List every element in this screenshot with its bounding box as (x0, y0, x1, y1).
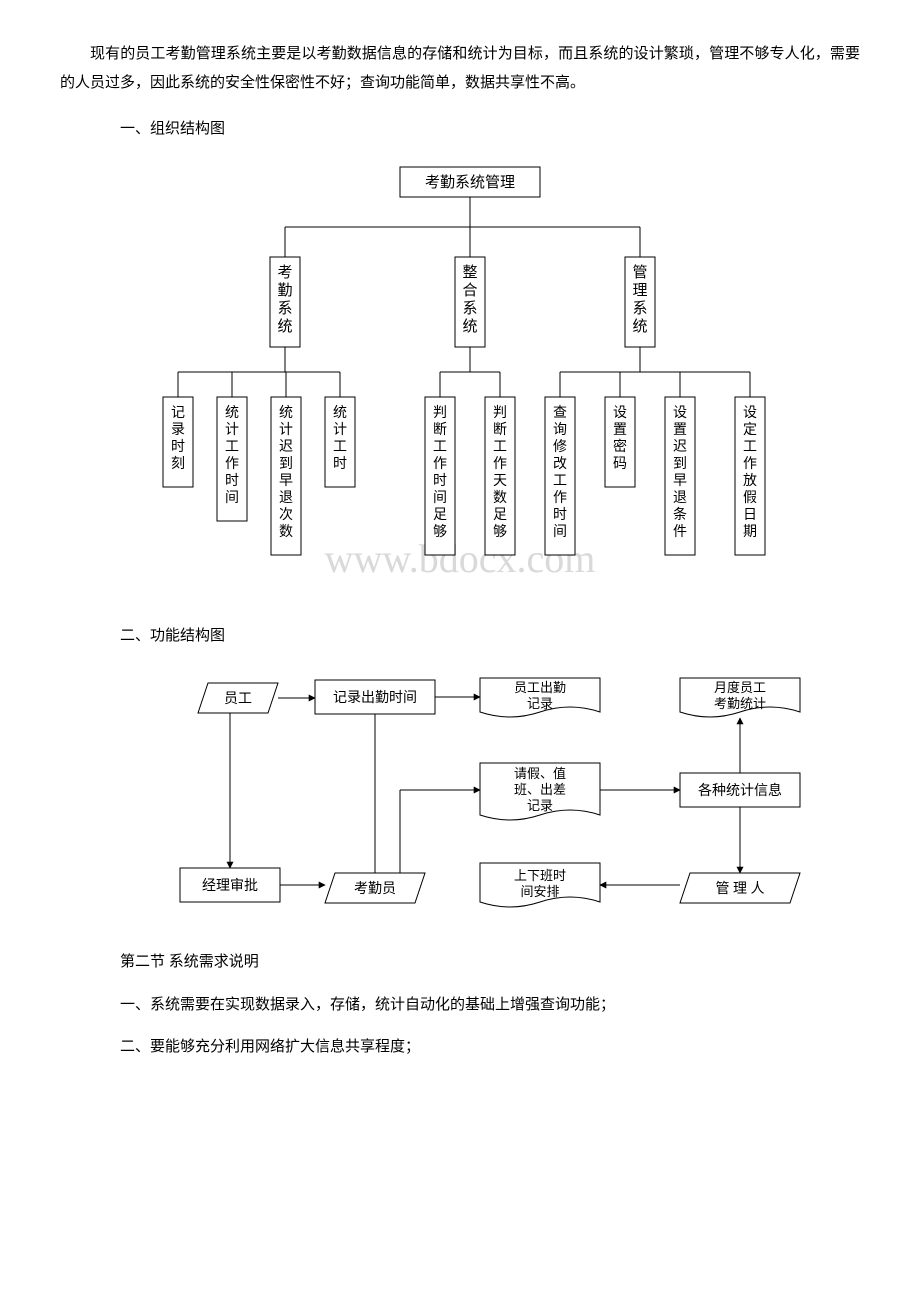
requirement-1: 一、系统需要在实现数据录入，存储，统计自动化的基础上增强查询功能； (120, 991, 860, 1020)
org-leaf-3: 统计工时 (325, 397, 355, 487)
flow-chart-diagram: 员工 记录出勤时间 员工出勤 记录 月度员工 考勤统计 请假、值 班、出差 记录… (60, 668, 860, 928)
svg-text:请假、值: 请假、值 (514, 766, 566, 781)
section-2-title: 第二节 系统需求说明 (120, 948, 860, 977)
svg-text:考勤员: 考勤员 (354, 881, 396, 897)
svg-text:记录出勤时间: 记录出勤时间 (333, 690, 417, 706)
org-mid-0: 考勤系统 (270, 257, 300, 347)
org-chart-diagram: www.bdocx.com 考勤系统管理 考勤系统 整合系统 管理系统 记录时刻 (60, 162, 860, 602)
requirement-2: 二、要能够充分利用网络扩大信息共享程度； (120, 1033, 860, 1062)
svg-text:经理审批: 经理审批 (202, 878, 258, 894)
svg-text:班、出差: 班、出差 (514, 782, 566, 797)
org-leaf-4: 判断工作时间足够 (425, 397, 455, 555)
org-leaf-0: 记录时刻 (163, 397, 193, 487)
svg-text:员工: 员工 (224, 692, 252, 707)
svg-text:间安排: 间安排 (520, 884, 559, 899)
svg-text:考勤统计: 考勤统计 (714, 696, 766, 711)
org-root-label: 考勤系统管理 (425, 174, 515, 191)
org-leaf-7: 设置密码 (605, 397, 635, 487)
svg-text:记录: 记录 (527, 798, 553, 813)
svg-text:月度员工: 月度员工 (714, 680, 766, 695)
svg-text:各种统计信息: 各种统计信息 (698, 782, 782, 799)
org-leaf-6: 查询修改工作时间 (545, 397, 575, 555)
heading-org-chart: 一、组织结构图 (120, 115, 860, 144)
svg-text:员工出勤: 员工出勤 (514, 680, 566, 695)
org-leaf-2: 统计迟到早退次数 (271, 397, 301, 555)
org-leaf-1: 统计工作时间 (217, 397, 247, 521)
svg-text:管 理 人: 管 理 人 (716, 881, 765, 897)
org-leaf-8: 设置迟到早退条件 (665, 397, 695, 555)
heading-func-chart: 二、功能结构图 (120, 622, 860, 651)
org-leaf-9: 设定工作放假日期 (735, 397, 765, 555)
svg-text:上下班时: 上下班时 (514, 868, 566, 883)
org-leaf-5: 判断工作天数足够 (485, 397, 515, 555)
intro-paragraph: 现有的员工考勤管理系统主要是以考勤数据信息的存储和统计为目标，而且系统的设计繁琐… (60, 40, 860, 97)
org-mid-2: 管理系统 (625, 257, 655, 347)
org-mid-1: 整合系统 (455, 257, 485, 347)
svg-text:记录: 记录 (527, 696, 553, 711)
